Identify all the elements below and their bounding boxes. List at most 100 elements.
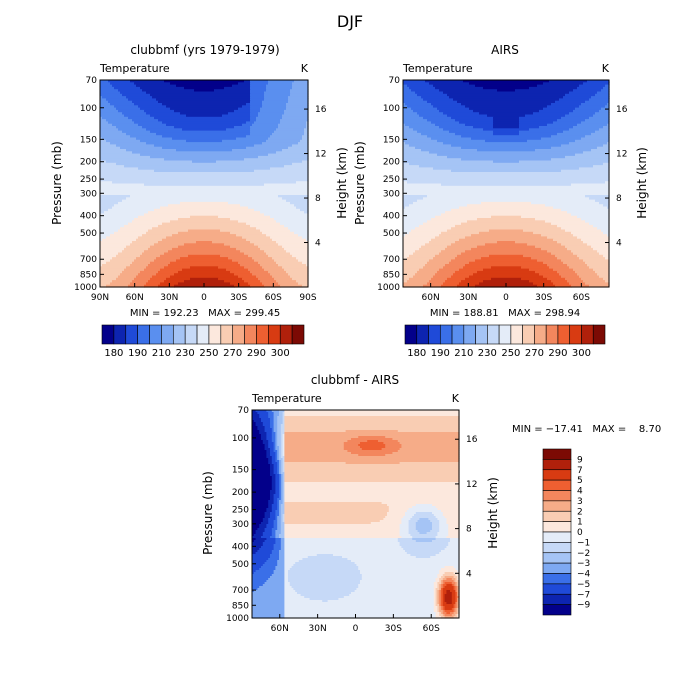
contour-cell bbox=[465, 277, 492, 281]
contour-cell bbox=[441, 606, 444, 609]
contour-cell bbox=[306, 123, 309, 127]
contour-cell bbox=[585, 220, 610, 224]
contour-cell bbox=[399, 462, 460, 465]
contour-cell bbox=[284, 486, 460, 489]
contour-cell bbox=[448, 544, 460, 547]
contour-cell bbox=[270, 454, 276, 457]
contour-cell bbox=[252, 592, 285, 595]
contour-cell bbox=[252, 546, 262, 549]
contour-cell bbox=[279, 414, 284, 417]
contour-cell bbox=[280, 520, 284, 523]
x-tick-label: 60S bbox=[573, 293, 590, 303]
contour-cell bbox=[457, 582, 460, 585]
contour-cell bbox=[252, 470, 271, 473]
contour-cell bbox=[523, 254, 556, 258]
contour-cell bbox=[603, 254, 610, 258]
contour-cell bbox=[270, 418, 275, 421]
contour-cell bbox=[292, 277, 309, 281]
contour-cell bbox=[252, 452, 267, 455]
contour-cell bbox=[419, 114, 448, 118]
colorbar-swatch bbox=[534, 324, 547, 345]
contour-cell bbox=[284, 536, 402, 539]
contour-cell bbox=[284, 224, 309, 228]
contour-cell bbox=[142, 252, 165, 256]
contour-cell bbox=[448, 534, 460, 537]
contour-cell bbox=[261, 438, 267, 441]
contour-cell bbox=[279, 484, 282, 487]
contour-cell bbox=[284, 247, 309, 251]
contour-cell bbox=[435, 578, 440, 581]
contour-cell bbox=[447, 229, 490, 233]
contour-cell bbox=[170, 275, 239, 279]
contour-cell bbox=[242, 105, 251, 109]
colorbar-swatch bbox=[542, 573, 572, 585]
contour-cell bbox=[423, 116, 452, 120]
contour-cell bbox=[439, 608, 442, 611]
contour-cell bbox=[100, 174, 309, 178]
contour-cell bbox=[298, 234, 309, 237]
contour-cell bbox=[437, 600, 440, 603]
contour-cell bbox=[279, 456, 282, 459]
colorbar-label: 250 bbox=[199, 348, 218, 359]
contour-cell bbox=[273, 548, 282, 551]
contour-cell bbox=[455, 594, 458, 597]
contour-cell bbox=[178, 245, 231, 249]
colorbar-label: 0 bbox=[577, 528, 583, 538]
contour-cell bbox=[435, 600, 438, 603]
contour-cell bbox=[279, 534, 285, 537]
contour-cell bbox=[433, 167, 580, 171]
contour-cell bbox=[100, 167, 139, 171]
contour-cell bbox=[277, 430, 282, 433]
contour-cell bbox=[284, 596, 305, 599]
contour-cell bbox=[270, 498, 275, 501]
contour-cell bbox=[284, 508, 390, 511]
panel-3-axes: 7010015020025030040050070085010004812166… bbox=[226, 406, 478, 634]
contour-cell bbox=[282, 440, 285, 443]
contour-cell bbox=[282, 436, 285, 439]
contour-cell bbox=[553, 121, 582, 125]
contour-cell bbox=[253, 590, 285, 593]
contour-cell bbox=[591, 96, 610, 99]
contour-cell bbox=[148, 247, 173, 251]
contour-cell bbox=[571, 250, 598, 254]
contour-cell bbox=[442, 590, 447, 593]
contour-cell bbox=[100, 181, 113, 185]
contour-cell bbox=[279, 496, 282, 499]
contour-cell bbox=[284, 552, 408, 555]
contour-cell bbox=[343, 596, 435, 599]
contour-cell bbox=[154, 144, 255, 148]
contour-cell bbox=[471, 234, 542, 237]
contour-cell bbox=[457, 100, 556, 104]
contour-cell bbox=[435, 592, 438, 595]
contour-cell bbox=[577, 86, 604, 90]
contour-cell bbox=[282, 468, 285, 471]
contour-cell bbox=[273, 496, 280, 499]
contour-cell bbox=[132, 220, 171, 224]
contour-cell bbox=[597, 91, 610, 95]
contour-cell bbox=[232, 149, 283, 152]
contour-cell bbox=[290, 93, 309, 97]
contour-cell bbox=[527, 139, 576, 143]
contour-cell bbox=[445, 280, 462, 283]
contour-cell bbox=[349, 594, 435, 597]
contour-cell bbox=[405, 514, 415, 517]
contour-cell bbox=[433, 514, 444, 517]
contour-cell bbox=[451, 602, 456, 605]
contour-cell bbox=[236, 137, 269, 141]
contour-cell bbox=[280, 464, 284, 467]
contour-cell bbox=[280, 448, 284, 451]
contour-cell bbox=[273, 464, 278, 467]
contour-cell bbox=[252, 544, 264, 547]
contour-cell bbox=[280, 544, 285, 547]
contour-cell bbox=[277, 444, 282, 447]
contour-cell bbox=[144, 284, 159, 288]
contour-cell bbox=[280, 488, 284, 491]
contour-cell bbox=[100, 89, 119, 93]
contour-cell bbox=[555, 284, 572, 288]
contour-cell bbox=[284, 598, 311, 601]
contour-cell bbox=[408, 528, 417, 531]
colorbar-swatch bbox=[232, 324, 245, 345]
y-tick-label: 1000 bbox=[377, 283, 400, 293]
contour-cell bbox=[271, 428, 275, 431]
contour-cell bbox=[246, 121, 255, 125]
